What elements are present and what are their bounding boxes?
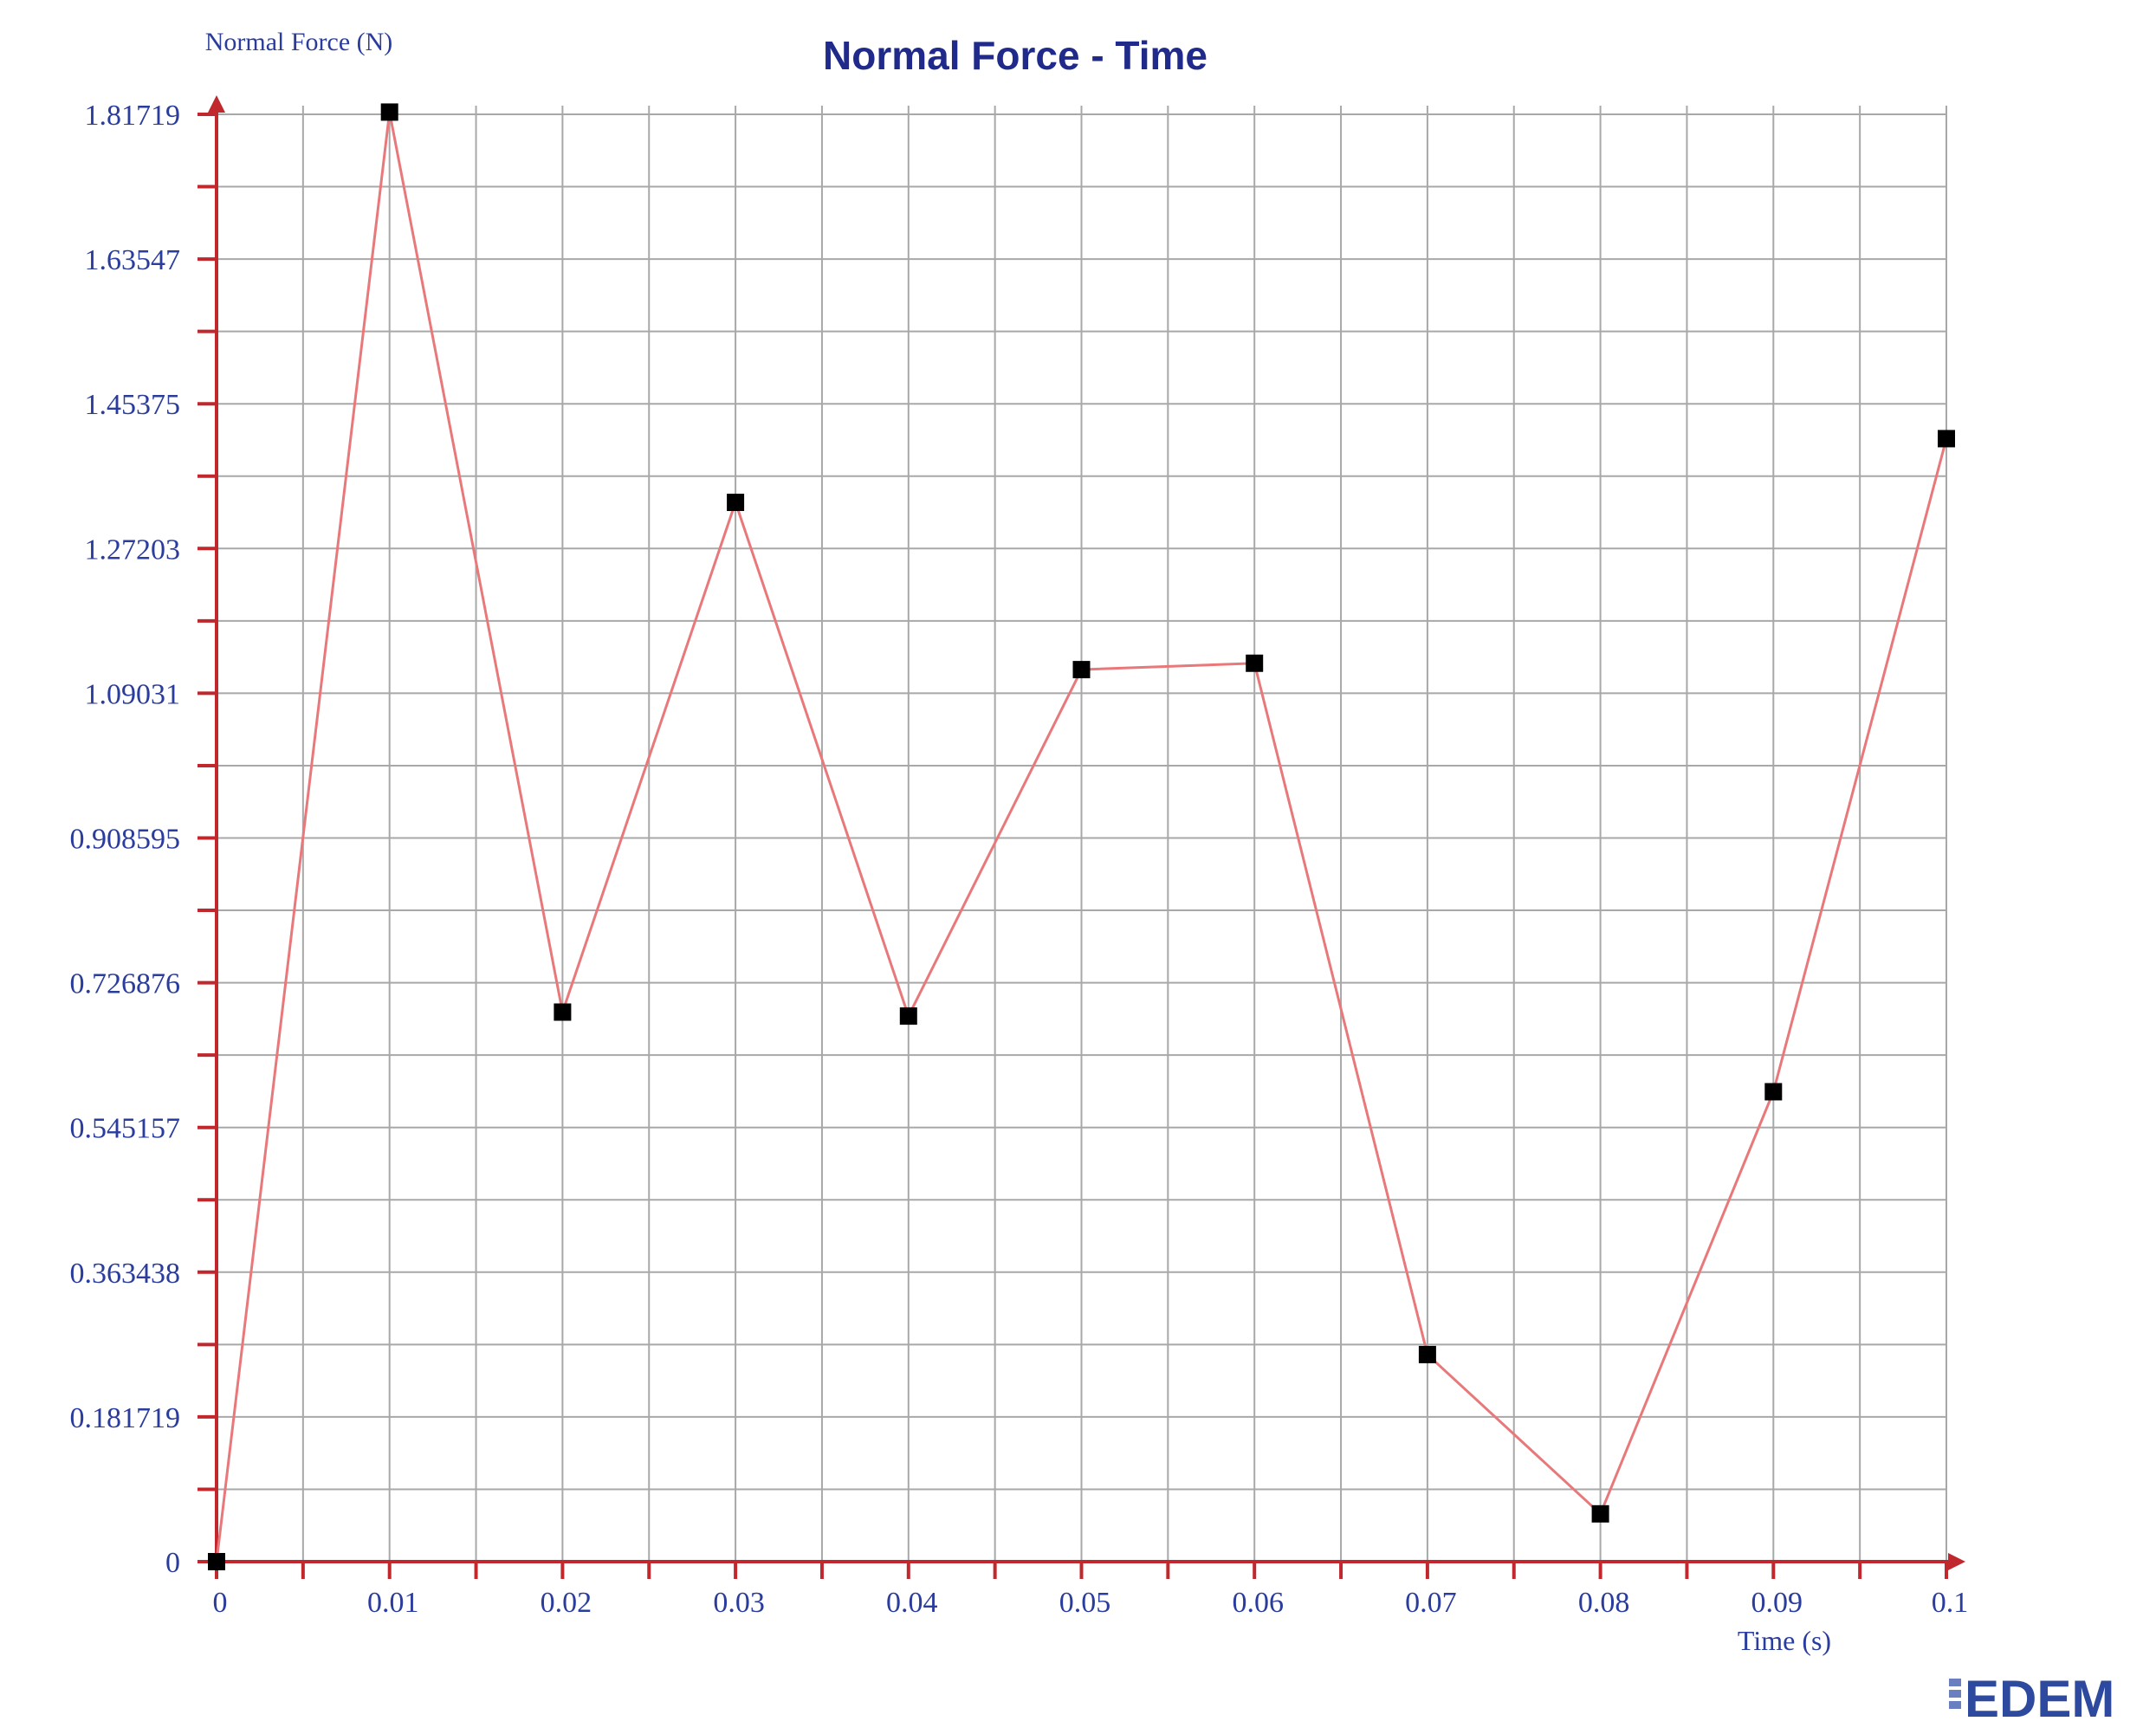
data-point <box>727 493 745 511</box>
y-tick-label: 0.545157 <box>70 1113 181 1145</box>
chart-title: Normal Force - Time <box>823 33 1207 78</box>
x-axis-label: Time (s) <box>1738 1625 1831 1656</box>
y-tick-label: 0.363438 <box>70 1258 181 1290</box>
x-tick-label: 0.07 <box>1405 1587 1457 1619</box>
y-tick-label: 0 <box>165 1547 180 1579</box>
x-tick-label: 0.1 <box>1932 1587 1969 1619</box>
data-point <box>1591 1504 1609 1523</box>
y-tick-label: 1.27203 <box>85 534 181 566</box>
tick-labels: 0 0.181719 0.363438 0.545157 0.726876 0.90859… <box>70 100 1969 1619</box>
x-tick-label: 0.05 <box>1059 1587 1111 1619</box>
data-point <box>208 1553 225 1570</box>
y-tick-label: 1.63547 <box>85 244 181 276</box>
y-tick-label: 1.45375 <box>85 389 181 421</box>
y-tick-label: 0.726876 <box>70 968 181 1000</box>
series <box>208 103 1955 1570</box>
y-tick-label: 1.81719 <box>85 100 181 132</box>
x-tick-label: 0.09 <box>1751 1587 1803 1619</box>
x-axis-arrow <box>1948 1553 1965 1570</box>
data-point <box>554 1003 572 1021</box>
x-tick-label: 0 <box>213 1587 228 1619</box>
data-point <box>1246 654 1264 672</box>
axes <box>197 95 1965 1579</box>
y-axis-arrow <box>208 95 225 113</box>
data-point <box>899 1007 917 1026</box>
grid <box>217 106 1947 1562</box>
y-tick-label: 0.181719 <box>70 1402 181 1434</box>
data-point <box>1938 430 1955 448</box>
x-tick-label: 0.01 <box>367 1587 419 1619</box>
data-point <box>1072 661 1091 679</box>
x-tick-label: 0.04 <box>886 1587 938 1619</box>
x-tick-label: 0.03 <box>713 1587 765 1619</box>
y-tick-label: 0.908595 <box>70 824 181 856</box>
x-tick-label: 0.06 <box>1232 1587 1284 1619</box>
y-tick-label: 1.09031 <box>85 678 181 710</box>
x-tick-label: 0.08 <box>1578 1587 1630 1619</box>
data-point <box>1418 1345 1436 1363</box>
data-point <box>1764 1083 1783 1101</box>
x-tick-label: 0.02 <box>541 1587 592 1619</box>
edem-logo: EDEM <box>1949 1670 2114 1728</box>
data-point <box>380 103 398 121</box>
edem-logo-text: EDEM <box>1965 1670 2114 1728</box>
y-axis-label: Normal Force (N) <box>205 28 393 56</box>
